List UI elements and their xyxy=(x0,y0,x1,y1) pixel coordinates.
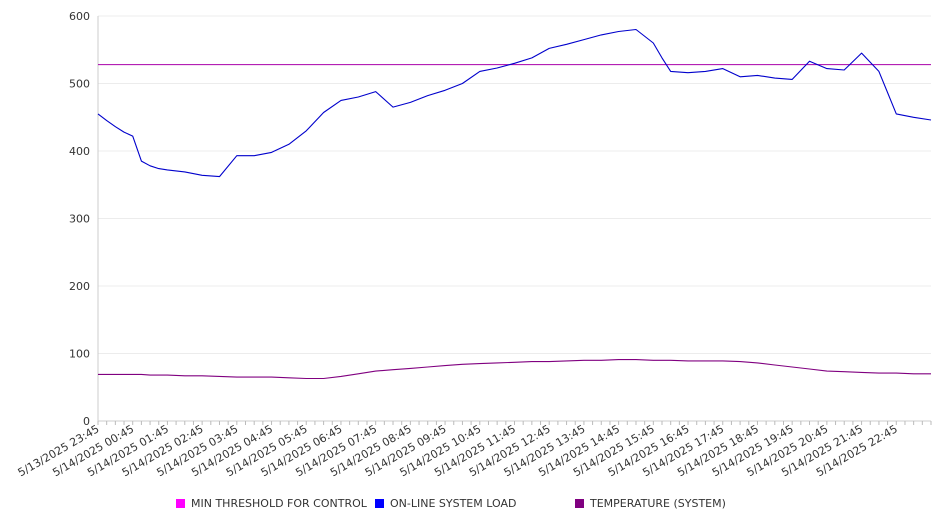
legend-label-threshold: MIN THRESHOLD FOR CONTROL xyxy=(191,497,367,510)
y-tick-label: 600 xyxy=(69,10,90,23)
legend-item-temperature[interactable]: TEMPERATURE (SYSTEM) xyxy=(575,497,726,510)
y-tick-label: 100 xyxy=(69,348,90,361)
y-tick-label: 300 xyxy=(69,213,90,226)
legend-swatch-system-load xyxy=(375,499,384,508)
legend-item-threshold[interactable]: MIN THRESHOLD FOR CONTROL xyxy=(176,497,367,510)
legend-label-temperature: TEMPERATURE (SYSTEM) xyxy=(590,497,726,510)
series-line-system-load xyxy=(97,28,932,178)
y-tick-label: 0 xyxy=(83,415,90,428)
series-lines xyxy=(97,28,932,380)
legend-item-system-load[interactable]: ON-LINE SYSTEM LOAD xyxy=(375,497,516,510)
legend-swatch-temperature xyxy=(575,499,584,508)
series-line-temperature xyxy=(98,359,931,380)
legend-swatch-threshold xyxy=(176,499,185,508)
y-tick-label: 400 xyxy=(69,145,90,158)
y-tick-label: 200 xyxy=(69,280,90,293)
y-tick-labels: 0 100 200 300 400 500 600 xyxy=(69,10,90,428)
y-tick-label: 500 xyxy=(69,78,90,91)
x-tick-labels: 5/13/2025 23:455/14/2025 00:455/14/2025 … xyxy=(16,422,900,479)
axes xyxy=(97,16,932,425)
legend: MIN THRESHOLD FOR CONTROL ON-LINE SYSTEM… xyxy=(0,497,946,515)
legend-label-system-load: ON-LINE SYSTEM LOAD xyxy=(390,497,517,510)
gridlines xyxy=(98,15,931,354)
